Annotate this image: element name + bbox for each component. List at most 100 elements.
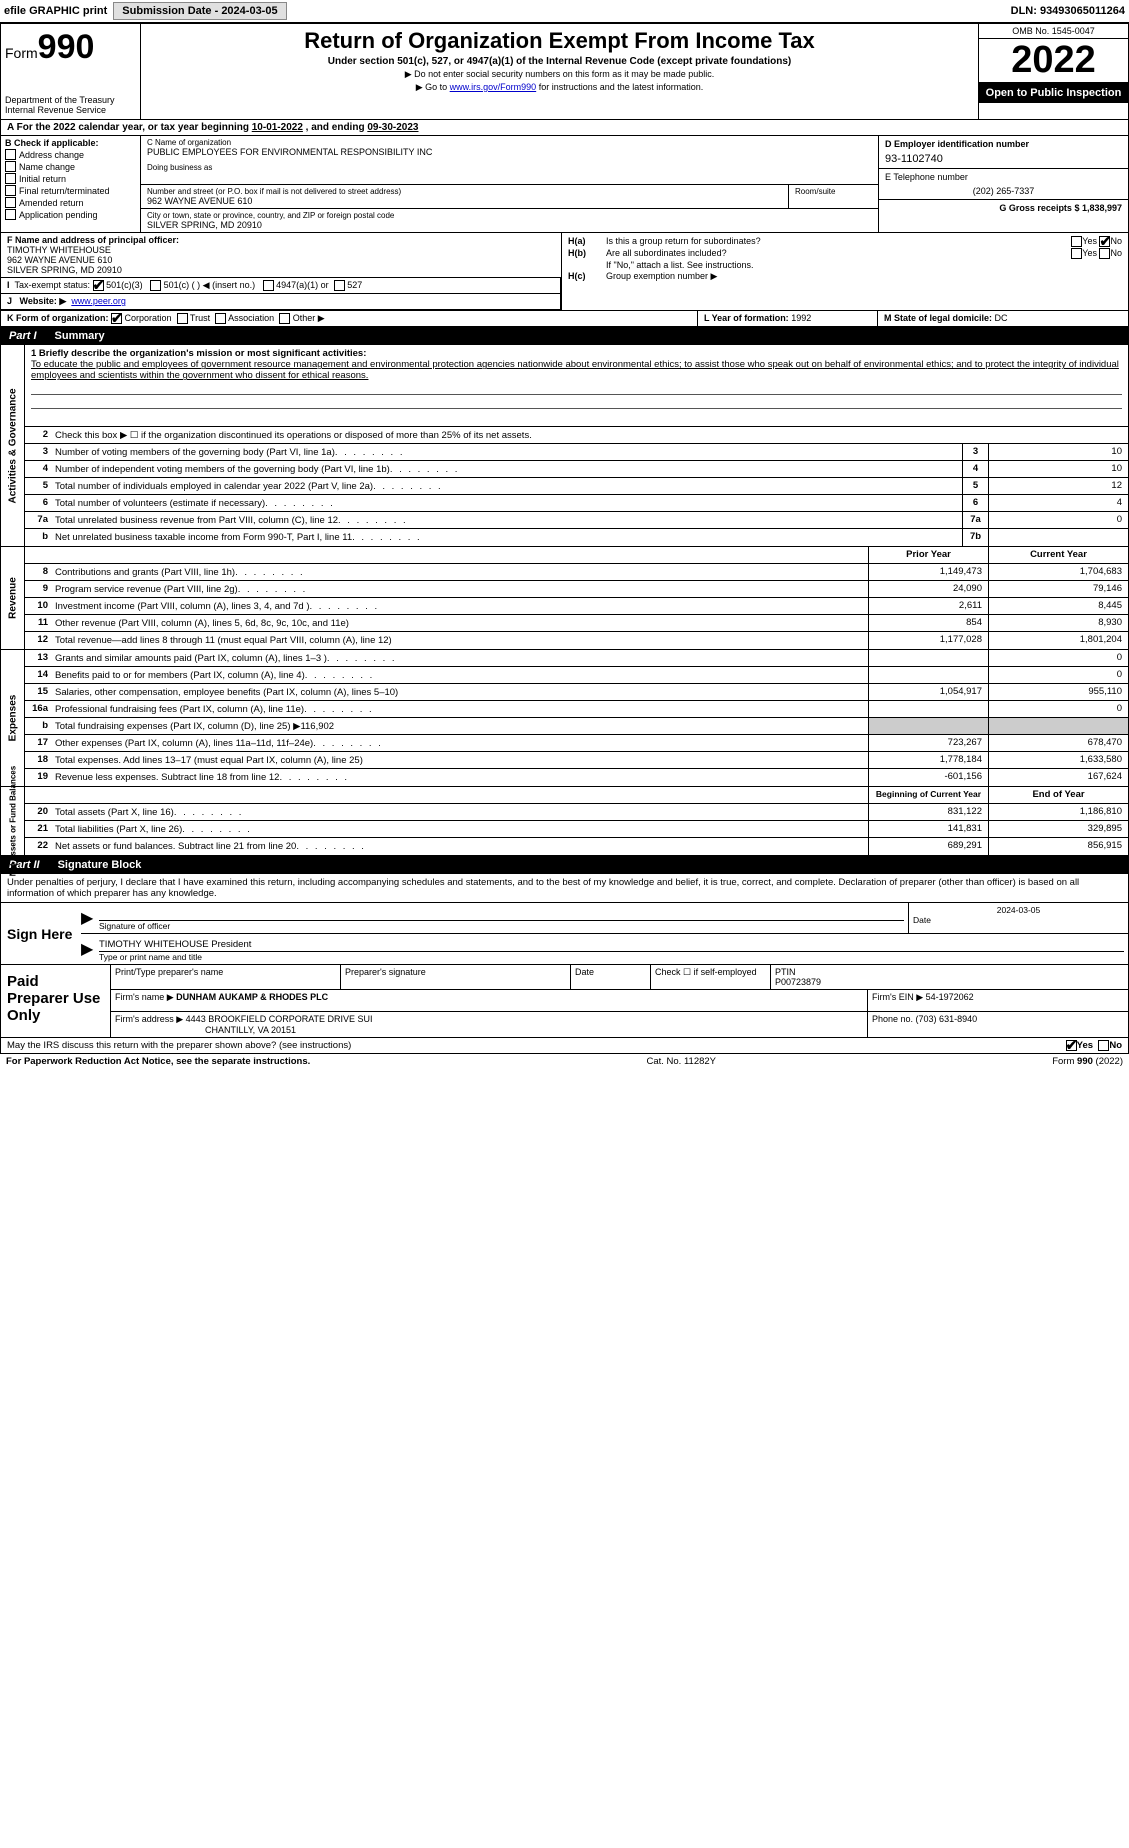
- chk-trust[interactable]: [177, 313, 188, 324]
- col-b-checkboxes: B Check if applicable: Address change Na…: [1, 136, 141, 232]
- line-9: 9Program service revenue (Part VIII, lin…: [25, 581, 1128, 598]
- rowa-begin: 10-01-2022: [252, 122, 303, 133]
- l12-c: 1,801,204: [988, 632, 1128, 649]
- j-lbl: J: [7, 296, 12, 306]
- na-col-hdr: Beginning of Current YearEnd of Year: [25, 787, 1128, 804]
- chk-app-pending[interactable]: Application pending: [5, 209, 136, 220]
- line-5: 5Total number of individuals employed in…: [25, 478, 1128, 495]
- lbl-address: Address change: [19, 150, 84, 160]
- discuss-yes-chk[interactable]: [1066, 1040, 1077, 1051]
- footer-form: Form 990 (2022): [1052, 1056, 1123, 1067]
- l18-c: 1,633,580: [988, 752, 1128, 768]
- hb-yn: Yes No: [1071, 248, 1122, 259]
- chk-527[interactable]: [334, 280, 345, 291]
- gross-lbl: G Gross receipts $: [999, 203, 1082, 213]
- city-lbl: City or town, state or province, country…: [147, 211, 872, 220]
- lbl-amended: Amended return: [19, 198, 84, 208]
- submission-date-button[interactable]: Submission Date - 2024-03-05: [113, 2, 286, 20]
- l13-txt: Grants and similar amounts paid (Part IX…: [51, 650, 868, 666]
- website-link[interactable]: www.peer.org: [71, 296, 126, 306]
- hdr-begin: Beginning of Current Year: [868, 787, 988, 803]
- firm-ein-lbl: Firm's EIN ▶: [872, 992, 926, 1002]
- chk-501c[interactable]: [150, 280, 161, 291]
- side-gov-txt: Activities & Governance: [7, 388, 18, 503]
- opt-527: 527: [347, 280, 362, 290]
- line-10: 10Investment income (Part VIII, column (…: [25, 598, 1128, 615]
- sig-name-cell: TIMOTHY WHITEHOUSE PresidentType or prin…: [95, 934, 1128, 964]
- chk-4947[interactable]: [263, 280, 274, 291]
- prep-sig-lbl: Preparer's signature: [341, 965, 571, 989]
- footer-pra: For Paperwork Reduction Act Notice, see …: [6, 1056, 310, 1067]
- sig-date-val: 2024-03-05: [913, 905, 1124, 915]
- irs-link[interactable]: www.irs.gov/Form990: [450, 82, 537, 92]
- chk-name-change[interactable]: Name change: [5, 161, 136, 172]
- prep-name-lbl: Print/Type preparer's name: [111, 965, 341, 989]
- chk-assoc[interactable]: [215, 313, 226, 324]
- sig-name-lbl: Type or print name and title: [99, 952, 202, 962]
- l15-p: 1,054,917: [868, 684, 988, 700]
- line-19: 19Revenue less expenses. Subtract line 1…: [25, 769, 1128, 786]
- rev-col-hdr: Prior YearCurrent Year: [25, 547, 1128, 564]
- prep-date-lbl: Date: [571, 965, 651, 989]
- part1-header: Part I Summary: [0, 327, 1129, 345]
- side-exp-txt: Expenses: [7, 695, 18, 742]
- officer-addr2: SILVER SPRING, MD 20910: [7, 265, 122, 275]
- l15-c: 955,110: [988, 684, 1128, 700]
- hb-no[interactable]: [1099, 248, 1110, 259]
- addr-lbl: Number and street (or P.O. box if mail i…: [147, 187, 782, 196]
- form-number: Form990: [5, 28, 136, 67]
- c-name-row: C Name of organization PUBLIC EMPLOYEES …: [141, 136, 878, 185]
- opt-corp: Corporation: [125, 313, 172, 323]
- ptin-lbl: PTIN: [775, 967, 796, 977]
- form-subtitle: Under section 501(c), 527, or 4947(a)(1)…: [147, 56, 972, 67]
- sec-j: J Website: ▶ www.peer.org: [1, 294, 561, 310]
- fh-left: F Name and address of principal officer:…: [1, 233, 561, 310]
- l14-txt: Benefits paid to or for members (Part IX…: [51, 667, 868, 683]
- chk-initial-return[interactable]: Initial return: [5, 173, 136, 184]
- line-18: 18Total expenses. Add lines 13–17 (must …: [25, 752, 1128, 769]
- line-12: 12Total revenue—add lines 8 through 11 (…: [25, 632, 1128, 649]
- sig-officer-lbl: Signature of officer: [99, 921, 170, 931]
- l20-txt: Total assets (Part X, line 16): [51, 804, 868, 820]
- top-bar: efile GRAPHIC print Submission Date - 20…: [0, 0, 1129, 23]
- side-net-assets: Net Assets or Fund Balances: [1, 787, 25, 855]
- discuss-no-chk[interactable]: [1098, 1040, 1109, 1051]
- line-11: 11Other revenue (Part VIII, column (A), …: [25, 615, 1128, 632]
- firm-ein-cell: Firm's EIN ▶ 54-1972062: [868, 990, 1128, 1011]
- l12-p: 1,177,028: [868, 632, 988, 649]
- officer-addr1: 962 WAYNE AVENUE 610: [7, 255, 112, 265]
- ha-no[interactable]: [1099, 236, 1110, 247]
- note2-post: for instructions and the latest informat…: [536, 82, 703, 92]
- footer-discuss: May the IRS discuss this return with the…: [0, 1038, 1129, 1054]
- l7a-val: 0: [988, 512, 1128, 528]
- ein-value: 93-1102740: [885, 153, 1122, 165]
- ha-yes[interactable]: [1071, 236, 1082, 247]
- c-city-row: City or town, state or province, country…: [141, 209, 878, 232]
- efile-label: efile GRAPHIC print: [4, 5, 107, 17]
- l16b-c: [988, 718, 1128, 734]
- firm-addr-lbl: Firm's address ▶: [115, 1014, 183, 1024]
- chk-other[interactable]: [279, 313, 290, 324]
- chk-amended-return[interactable]: Amended return: [5, 197, 136, 208]
- chk-final-return[interactable]: Final return/terminated: [5, 185, 136, 196]
- gross-value: 1,838,997: [1082, 203, 1122, 213]
- l11-p: 854: [868, 615, 988, 631]
- l10-c: 8,445: [988, 598, 1128, 614]
- chk-501c3[interactable]: [93, 280, 104, 291]
- l4-txt: Number of independent voting members of …: [51, 461, 962, 477]
- chk-corp[interactable]: [111, 313, 122, 324]
- dln-label: DLN: 93493065011264: [1011, 5, 1125, 17]
- l9-p: 24,090: [868, 581, 988, 597]
- part1-num: Part I: [9, 330, 37, 342]
- block-fh: F Name and address of principal officer:…: [0, 233, 1129, 311]
- opt-trust: Trust: [190, 313, 210, 323]
- side-rev-txt: Revenue: [7, 577, 18, 619]
- hb-yes[interactable]: [1071, 248, 1082, 259]
- l19-txt: Revenue less expenses. Subtract line 18 …: [51, 769, 868, 786]
- line-15: 15Salaries, other compensation, employee…: [25, 684, 1128, 701]
- firm-phone-lbl: Phone no.: [872, 1014, 916, 1024]
- ptin-val: P00723879: [775, 977, 821, 987]
- line-7a: 7aTotal unrelated business revenue from …: [25, 512, 1128, 529]
- chk-address-change[interactable]: Address change: [5, 149, 136, 160]
- footer-last: For Paperwork Reduction Act Notice, see …: [0, 1054, 1129, 1069]
